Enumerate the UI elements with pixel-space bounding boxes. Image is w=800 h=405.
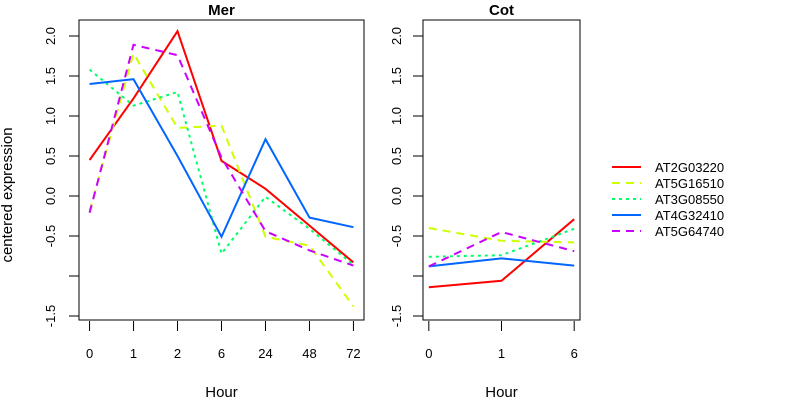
series-line-at3g08550-mer <box>88 68 355 266</box>
series-line-at5g16510-cot <box>428 227 575 244</box>
panel-mer: Mer -1.5 -0.5 0.0 0.5 1.0 1.5 2.0 0 1 2 6 24 48 72 Hour <box>43 2 365 401</box>
y-tick-label-cot: 1.0 <box>389 107 404 125</box>
legend-item: AT2G03220 <box>612 160 724 175</box>
legend-item: AT3G08550 <box>612 192 724 207</box>
legend-label: AT3G08550 <box>655 192 724 207</box>
series-line-at5g64740-mer <box>88 43 354 267</box>
x-tick-label-mer: 48 <box>302 346 316 361</box>
y-tick-label-mer: 2.0 <box>43 27 58 45</box>
y-axis-title: centered expression <box>0 127 16 262</box>
legend-label: AT2G03220 <box>655 160 724 175</box>
series-line-at4g32410-cot <box>428 257 575 268</box>
legend-item: AT5G16510 <box>612 176 724 191</box>
legend-label: AT5G16510 <box>655 176 724 191</box>
series-line-at5g16510-mer <box>88 51 355 307</box>
y-tick-label-mer: 0.5 <box>43 147 58 165</box>
panel-cot: Cot -1.5 -0.5 0.0 0.5 1.0 1.5 2.0 0 1 6 Hour <box>389 2 581 401</box>
series-line-at3g08550-cot <box>428 227 575 258</box>
plot-box-cot <box>422 19 581 321</box>
panel-title-mer: Mer <box>208 2 235 19</box>
x-tick-label-cot: 1 <box>498 346 505 361</box>
series-line-at2g03220-mer <box>88 28 355 264</box>
y-tick-label-mer: 1.5 <box>43 67 58 85</box>
x-tick-label-mer: 24 <box>258 346 272 361</box>
plot-box-mer <box>78 19 365 321</box>
legend-item: AT5G64740 <box>612 224 724 239</box>
x-tick-label-mer: 72 <box>346 346 360 361</box>
y-tick-label-mer: -1.5 <box>43 305 58 327</box>
series-line-at4g32410-mer <box>89 78 354 240</box>
legend-label: AT5G64740 <box>655 224 724 239</box>
x-tick-label-mer: 6 <box>218 346 225 361</box>
x-axis-title-mer: Hour <box>205 384 238 400</box>
series-line-at2g03220-cot <box>428 218 575 289</box>
y-tick-label-cot: 2.0 <box>389 27 404 45</box>
y-tick-label-cot: -0.5 <box>389 225 404 247</box>
x-axis-title-cot: Hour <box>485 384 518 400</box>
legend-label: AT4G32410 <box>655 208 724 223</box>
x-tick-label-mer: 0 <box>86 346 93 361</box>
y-tick-label-mer: -0.5 <box>43 225 58 247</box>
y-tick-label-cot: 0.0 <box>389 187 404 205</box>
x-tick-label-mer: 2 <box>174 346 181 361</box>
x-tick-label-cot: 0 <box>425 346 432 361</box>
y-tick-label-cot: 1.5 <box>389 67 404 85</box>
panel-title-cot: Cot <box>489 2 514 19</box>
y-tick-label-mer: 0.0 <box>43 187 58 205</box>
y-tick-label-cot: -1.5 <box>389 305 404 327</box>
panels: Mer -1.5 -0.5 0.0 0.5 1.0 1.5 2.0 0 1 2 6 24 48 72 Hour… <box>43 2 581 401</box>
series-line-at5g64740-cot <box>428 230 575 268</box>
legend-item: AT4G32410 <box>612 208 724 223</box>
y-tick-label-cot: 0.5 <box>389 147 404 165</box>
x-tick-label-mer: 1 <box>130 346 137 361</box>
y-tick-label-mer: 1.0 <box>43 107 58 125</box>
x-tick-label-cot: 6 <box>571 346 578 361</box>
legend: AT2G03220AT5G16510AT3G08550AT4G32410AT5G… <box>612 160 724 239</box>
